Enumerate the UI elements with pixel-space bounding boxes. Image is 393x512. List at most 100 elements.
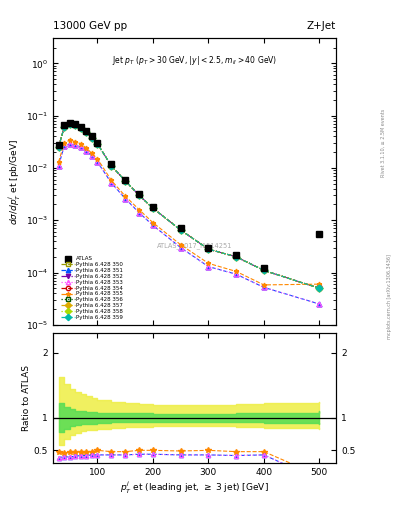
Pythia 6.428 350	[234, 254, 239, 260]
Pythia 6.428 351	[79, 144, 83, 150]
Pythia 6.428 352	[178, 227, 183, 233]
Pythia 6.428 358	[206, 246, 211, 252]
ATLAS	[67, 120, 72, 126]
Pythia 6.428 359	[317, 285, 322, 291]
Pythia 6.428 357	[137, 192, 141, 198]
Pythia 6.428 358	[73, 122, 77, 129]
Text: Jet $p_T$ ($p_T > 30$ GeV, $|y| < 2.5$, $m_{ll} > 40$ GeV): Jet $p_T$ ($p_T > 30$ GeV, $|y| < 2.5$, …	[112, 54, 277, 67]
Pythia 6.428 351	[67, 141, 72, 147]
Pythia 6.428 352	[109, 163, 114, 169]
Pythia 6.428 351	[90, 153, 94, 159]
Line: Pythia 6.428 358: Pythia 6.428 358	[56, 122, 322, 291]
Line: Pythia 6.428 355: Pythia 6.428 355	[56, 138, 322, 287]
Pythia 6.428 359	[261, 267, 266, 273]
ATLAS	[95, 140, 100, 146]
Pythia 6.428 359	[234, 254, 239, 260]
Pythia 6.428 356	[56, 144, 61, 150]
Pythia 6.428 351	[137, 209, 141, 216]
Pythia 6.428 350	[84, 129, 89, 135]
Pythia 6.428 356	[234, 254, 239, 260]
Pythia 6.428 355	[317, 281, 322, 287]
Pythia 6.428 353	[261, 284, 266, 290]
Pythia 6.428 354	[67, 121, 72, 127]
Pythia 6.428 353	[123, 196, 128, 202]
Pythia 6.428 350	[79, 125, 83, 131]
ATLAS	[261, 265, 266, 271]
Pythia 6.428 354	[73, 122, 77, 129]
Pythia 6.428 355	[261, 282, 266, 288]
Pythia 6.428 350	[62, 124, 66, 131]
Pythia 6.428 358	[56, 144, 61, 150]
Text: Rivet 3.1.10, ≥ 2.5M events: Rivet 3.1.10, ≥ 2.5M events	[381, 109, 386, 178]
Pythia 6.428 356	[317, 285, 322, 291]
Pythia 6.428 353	[62, 143, 66, 150]
Pythia 6.428 350	[123, 178, 128, 184]
Pythia 6.428 357	[109, 163, 114, 169]
Pythia 6.428 359	[56, 144, 61, 150]
Pythia 6.428 356	[79, 125, 83, 131]
ATLAS	[151, 204, 155, 210]
Pythia 6.428 357	[317, 285, 322, 291]
Line: Pythia 6.428 351: Pythia 6.428 351	[56, 141, 322, 307]
Pythia 6.428 352	[90, 135, 94, 141]
Pythia 6.428 350	[317, 285, 322, 291]
Pythia 6.428 355	[234, 268, 239, 274]
Pythia 6.428 351	[56, 163, 61, 169]
Pythia 6.428 358	[79, 125, 83, 131]
Pythia 6.428 357	[90, 135, 94, 141]
Pythia 6.428 353	[79, 144, 83, 150]
Line: Pythia 6.428 357: Pythia 6.428 357	[56, 122, 322, 291]
ATLAS	[317, 231, 322, 237]
Pythia 6.428 353	[317, 301, 322, 307]
ATLAS	[206, 245, 211, 251]
Pythia 6.428 356	[62, 124, 66, 131]
Pythia 6.428 350	[67, 121, 72, 127]
ATLAS	[84, 129, 89, 135]
ATLAS	[109, 161, 114, 167]
Pythia 6.428 354	[317, 285, 322, 291]
Text: Z+Jet: Z+Jet	[307, 20, 336, 31]
Pythia 6.428 354	[62, 124, 66, 131]
Pythia 6.428 359	[95, 141, 100, 147]
Pythia 6.428 358	[137, 192, 141, 198]
Pythia 6.428 354	[90, 135, 94, 141]
Pythia 6.428 353	[90, 153, 94, 159]
Pythia 6.428 352	[317, 285, 322, 291]
Pythia 6.428 352	[123, 178, 128, 184]
X-axis label: $p_T^{j}$ et (leading jet, $\geq$ 3 jet) [GeV]: $p_T^{j}$ et (leading jet, $\geq$ 3 jet)…	[120, 480, 269, 496]
Pythia 6.428 357	[56, 144, 61, 150]
ATLAS	[137, 191, 141, 197]
Pythia 6.428 356	[90, 135, 94, 141]
Pythia 6.428 351	[261, 284, 266, 290]
Pythia 6.428 356	[137, 192, 141, 198]
Pythia 6.428 357	[206, 246, 211, 252]
Pythia 6.428 355	[84, 145, 89, 151]
Text: ATLAS_2017_I1514251: ATLAS_2017_I1514251	[157, 243, 232, 249]
Pythia 6.428 354	[79, 125, 83, 131]
Pythia 6.428 353	[67, 141, 72, 147]
Pythia 6.428 359	[137, 192, 141, 198]
Pythia 6.428 355	[206, 260, 211, 266]
Pythia 6.428 359	[90, 135, 94, 141]
Pythia 6.428 358	[95, 141, 100, 147]
Pythia 6.428 359	[73, 122, 77, 129]
Pythia 6.428 359	[151, 205, 155, 211]
Pythia 6.428 357	[178, 227, 183, 233]
ATLAS	[73, 121, 77, 127]
Pythia 6.428 350	[95, 141, 100, 147]
Line: Pythia 6.428 350: Pythia 6.428 350	[56, 122, 322, 291]
Pythia 6.428 358	[317, 285, 322, 291]
Pythia 6.428 356	[95, 141, 100, 147]
Pythia 6.428 351	[73, 141, 77, 147]
Pythia 6.428 355	[109, 177, 114, 183]
Pythia 6.428 353	[73, 141, 77, 147]
Pythia 6.428 355	[151, 220, 155, 226]
Pythia 6.428 355	[79, 141, 83, 147]
Pythia 6.428 355	[123, 193, 128, 199]
Pythia 6.428 358	[84, 129, 89, 135]
Pythia 6.428 351	[95, 159, 100, 165]
Pythia 6.428 358	[151, 205, 155, 211]
Pythia 6.428 355	[73, 138, 77, 144]
Pythia 6.428 358	[261, 267, 266, 273]
Pythia 6.428 353	[137, 209, 141, 216]
